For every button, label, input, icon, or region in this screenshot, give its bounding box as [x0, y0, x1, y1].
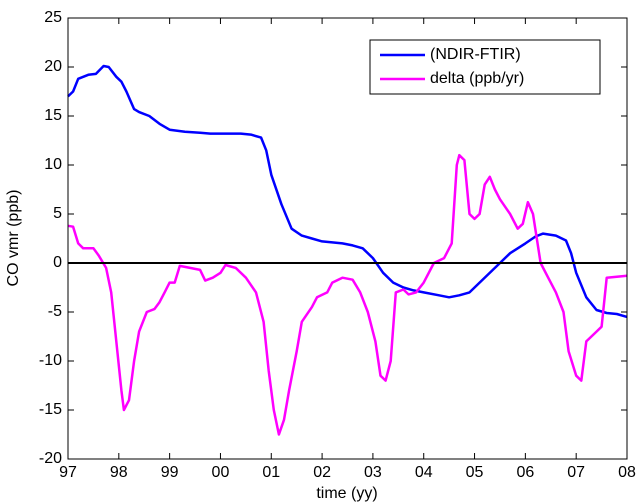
x-tick-label: 06	[516, 464, 534, 481]
x-tick-label: 98	[110, 464, 128, 481]
x-tick-label: 04	[415, 464, 433, 481]
data-line	[67, 64, 628, 319]
legend-label: (NDIR-FTIR)	[430, 46, 521, 63]
y-tick-label: -15	[39, 401, 62, 418]
plot-frame	[67, 17, 628, 460]
legend-label: delta (ppb/yr)	[430, 70, 524, 87]
y-tick-label: 25	[44, 9, 62, 26]
x-axis-label: time (yy)	[316, 485, 377, 502]
y-tick-label: -20	[39, 450, 62, 467]
y-tick-label: 0	[53, 254, 62, 271]
y-tick-label: 10	[44, 156, 62, 173]
y-tick-label: 20	[44, 58, 62, 75]
x-tick-label: 99	[161, 464, 179, 481]
y-tick-label: -5	[48, 303, 62, 320]
x-tick-label: 08	[618, 464, 636, 481]
x-tick-label: 00	[212, 464, 230, 481]
y-tick-label: 5	[53, 205, 62, 222]
y-axis-label: CO vmr (ppb)	[5, 190, 22, 287]
y-tick-label: -10	[39, 352, 62, 369]
legend-box	[369, 39, 601, 95]
x-tick-label: 01	[262, 464, 280, 481]
x-tick-label: 07	[567, 464, 585, 481]
x-tick-label: 02	[313, 464, 331, 481]
x-tick-label: 05	[466, 464, 484, 481]
x-tick-label: 03	[364, 464, 382, 481]
data-line	[67, 153, 628, 436]
x-tick-label: 97	[59, 464, 77, 481]
y-tick-label: 15	[44, 107, 62, 124]
